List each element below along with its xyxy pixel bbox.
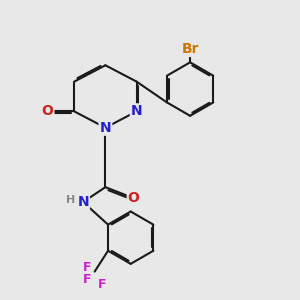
Text: O: O (128, 191, 140, 205)
Text: Br: Br (182, 42, 199, 56)
Text: F: F (98, 278, 106, 291)
Text: F: F (82, 261, 91, 274)
Text: F: F (82, 273, 91, 286)
Text: O: O (41, 104, 53, 118)
Text: N: N (77, 195, 89, 209)
Text: N: N (131, 104, 142, 118)
Text: H: H (66, 195, 75, 205)
Text: N: N (100, 121, 111, 135)
